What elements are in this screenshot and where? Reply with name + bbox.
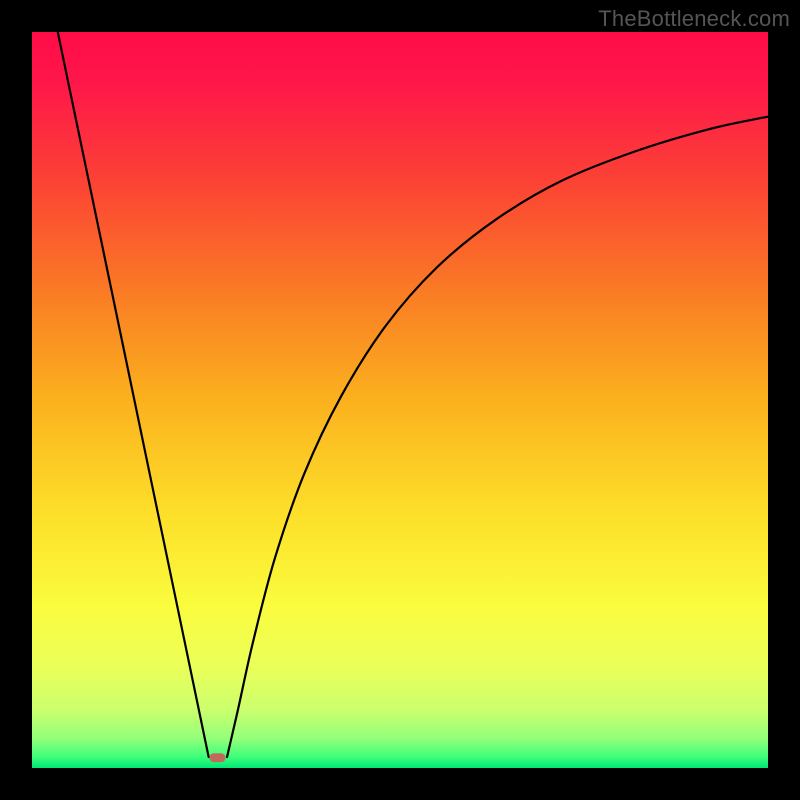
watermark-text: TheBottleneck.com (598, 6, 790, 32)
plot-area (32, 32, 768, 768)
minimum-marker (209, 753, 225, 762)
chart-root: TheBottleneck.com (0, 0, 800, 800)
plot-svg (32, 32, 768, 768)
plot-background (32, 32, 768, 768)
